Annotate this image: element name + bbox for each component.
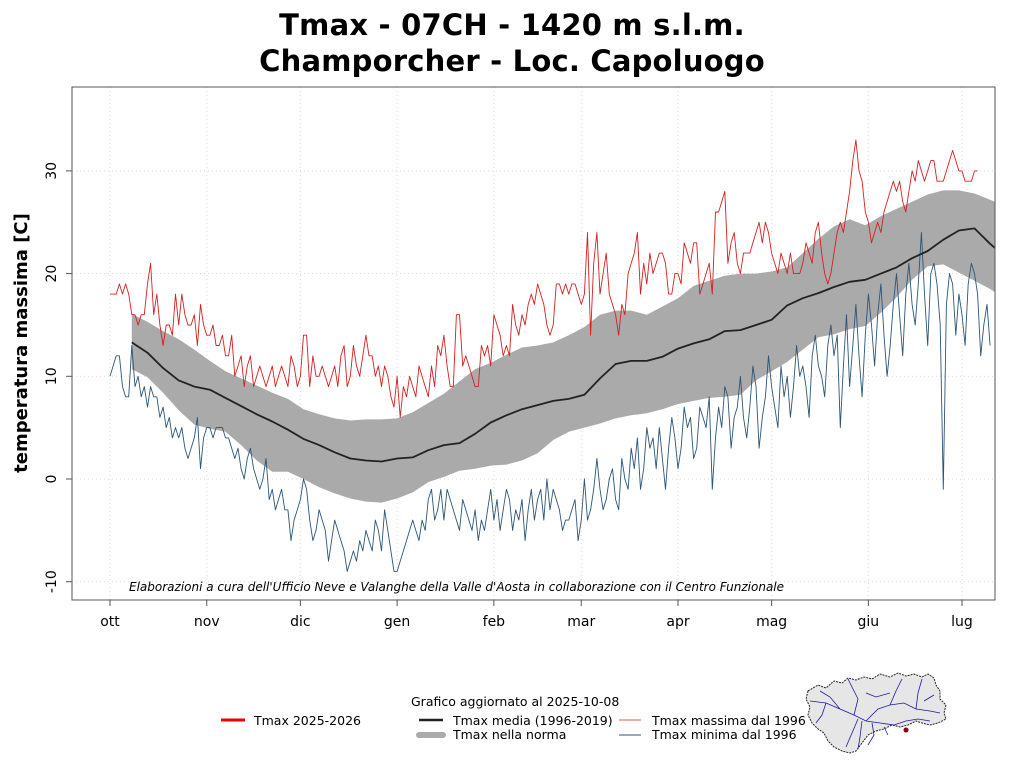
updated-text: Grafico aggiornato al 2025-10-08 — [411, 694, 619, 709]
legend-label-max: Tmax massima dal 1996 — [651, 713, 806, 728]
legend-label-current: Tmax 2025-2026 — [253, 713, 361, 728]
x-tick-label: feb — [483, 614, 506, 630]
region-map-outline — [805, 672, 947, 754]
station-marker — [903, 727, 909, 733]
region-map-rivers — [809, 678, 941, 750]
credit-text: Elaborazioni a cura dell'Ufficio Neve e … — [129, 580, 784, 594]
chart-title-line2: Champorcher - Loc. Capoluogo — [259, 44, 765, 78]
y-tick-label: 30 — [44, 162, 60, 180]
x-tick-label: mar — [567, 614, 595, 630]
x-tick-label: gen — [384, 614, 410, 630]
y-tick-label: -10 — [44, 570, 60, 593]
x-tick-label: nov — [194, 614, 220, 630]
y-tick-label: 0 — [44, 475, 60, 484]
y-axis-label: temperatura massima [C] — [11, 213, 32, 473]
y-tick-label: 10 — [44, 367, 60, 385]
x-axis: ott nov dic gen feb mar apr mag giu lug — [100, 600, 973, 630]
legend-label-mean: Tmax media (1996-2019) — [452, 713, 613, 728]
mean-line — [131, 227, 996, 463]
chart-title-line1: Tmax - 07CH - 1420 m s.l.m. — [279, 8, 745, 42]
y-axis: -10 0 10 20 30 — [44, 162, 72, 593]
grid — [72, 87, 995, 600]
legend: Grafico aggiornato al 2025-10-08 Tmax 20… — [221, 694, 806, 742]
plot-frame — [71, 86, 996, 601]
x-tick-label: dic — [290, 614, 310, 630]
legend-label-norm: Tmax nella norma — [452, 727, 566, 742]
y-tick-label: 20 — [44, 265, 60, 283]
norm-band — [131, 190, 996, 503]
series-lines — [109, 139, 996, 572]
max-line — [110, 139, 978, 418]
region-map — [805, 672, 947, 754]
x-tick-label: mag — [756, 614, 787, 630]
x-tick-label: lug — [951, 614, 973, 630]
norm-band-area — [131, 190, 996, 503]
x-tick-label: ott — [100, 614, 120, 630]
legend-label-min: Tmax minima dal 1996 — [651, 727, 797, 742]
min-line — [109, 232, 991, 572]
x-tick-label: giu — [858, 614, 880, 630]
x-tick-label: apr — [666, 614, 689, 630]
